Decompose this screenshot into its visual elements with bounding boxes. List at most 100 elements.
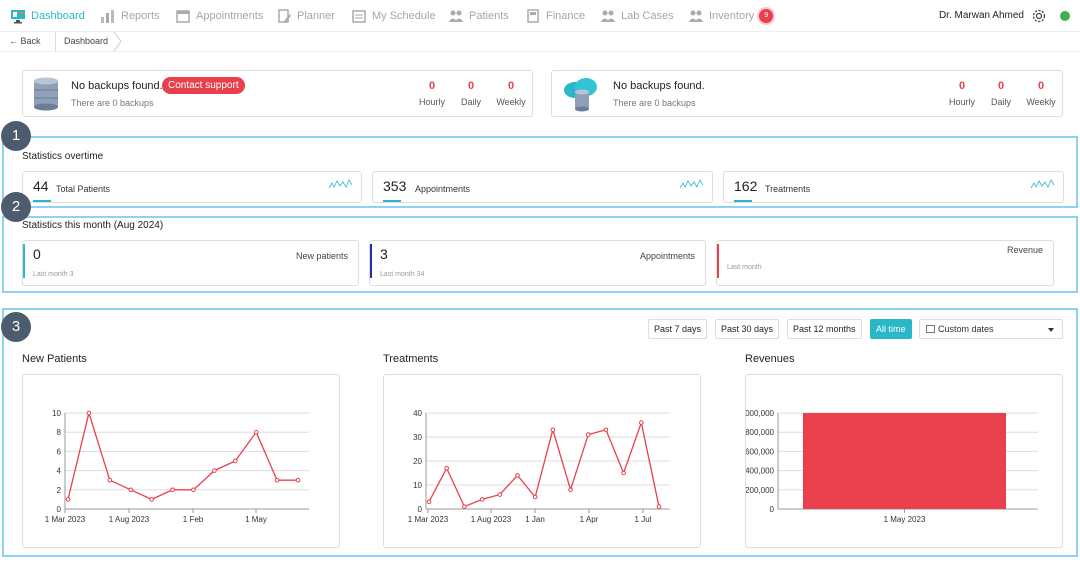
breadcrumb: ← Back Dashboard [0, 32, 1080, 52]
back-button[interactable]: ← Back [9, 36, 41, 46]
y-tick-label: 0 [770, 505, 775, 514]
section-title: Statistics this month (Aug 2024) [22, 220, 164, 231]
data-point [65, 497, 71, 502]
data-point [170, 487, 175, 493]
y-tick-label: 8 [57, 428, 62, 437]
inventory-badge: 9 [759, 9, 774, 23]
stat-underline [383, 200, 401, 202]
nav-item-my-schedule[interactable]: My Schedule [351, 7, 436, 25]
section-marker-3: 3 [1, 312, 31, 342]
custom-dates-dropdown[interactable]: Custom dates [919, 319, 1063, 339]
nav-item-label: Patients [469, 10, 509, 22]
monitor-icon [10, 8, 26, 24]
x-tick-label: 1 Jan [525, 515, 545, 524]
revenues-chart: 0 200,000 400,000 600,000 800,000 1,000,000 1 … [745, 374, 1063, 548]
backup-subtitle: There are 0 backups [613, 98, 696, 108]
stat-value: 3 [380, 246, 388, 262]
new-patients-chart: 0 2 4 6 8 10 1 Mar 2023 1 Aug 2023 1 Feb 1 May [22, 374, 340, 548]
charts-section [2, 308, 1078, 557]
stat-value: 353 [383, 178, 407, 194]
data-point [550, 427, 556, 433]
card-accent-bar [370, 244, 372, 278]
data-point [232, 458, 238, 464]
chart-title-new-patients: New Patients [22, 353, 87, 365]
data-point [253, 429, 259, 435]
y-tick-label: 600,000 [746, 447, 775, 456]
hourly-count: 0 Hourly [418, 80, 445, 107]
filter-past-7-days-button[interactable]: Past 7 days [648, 319, 708, 339]
x-tick-label: 1 May 2023 [884, 515, 926, 524]
nav-item-label: My Schedule [372, 10, 436, 22]
nav-item-planner[interactable]: Planner [276, 7, 335, 25]
planner-icon [276, 8, 292, 24]
gear-icon[interactable] [1031, 8, 1047, 24]
nav-item-patients[interactable]: Patients [448, 7, 509, 25]
data-point [107, 477, 113, 483]
section-marker-1: 1 [1, 121, 31, 151]
data-point [639, 420, 644, 425]
series-line [428, 420, 660, 508]
card-accent-bar [23, 244, 25, 278]
month-card-revenue: Revenue Last month [716, 240, 1054, 286]
data-point [426, 499, 432, 505]
nav-item-label: Dashboard [31, 10, 85, 22]
data-point [585, 432, 591, 437]
nav-item-appointments[interactable]: Appointments [175, 7, 263, 25]
y-tick-label: 0 [57, 505, 62, 514]
back-label: Back [20, 36, 41, 46]
statistics-month-section [2, 216, 1078, 293]
y-tick-label: 400,000 [746, 467, 775, 476]
nav-item-inventory[interactable]: Inventory 9 [688, 7, 774, 25]
filter-all-time-button[interactable]: All time [870, 319, 912, 339]
custom-dates-label: Custom dates [938, 324, 994, 334]
nav-item-label: Lab Cases [621, 10, 674, 22]
y-tick-label: 10 [413, 481, 422, 490]
y-tick-label: 40 [413, 409, 422, 418]
y-tick-label: 800,000 [746, 428, 775, 437]
backup-title: No backups found. [71, 80, 163, 92]
top-nav: Dashboard Reports Appointments Planner M… [0, 0, 1080, 32]
stat-label: Total Patients [56, 184, 111, 194]
nav-item-reports[interactable]: Reports [100, 7, 160, 25]
data-point [191, 487, 196, 493]
backup-card-local: No backups found. Contact support There … [22, 70, 533, 117]
y-tick-label: 10 [52, 409, 61, 418]
daily-count: 0 Daily [990, 80, 1011, 107]
nav-item-label: Appointments [196, 10, 264, 22]
y-tick-label: 30 [413, 433, 422, 442]
stat-label: Revenue [1006, 245, 1043, 255]
stat-card-treatments: 162 Treatments [723, 171, 1064, 203]
month-card-new-patients: 0 New patients Last month 3 [22, 240, 359, 286]
treatments-chart: 0 10 20 30 40 1 Mar 2023 1 Aug 2023 1 Jan 1 Apr 1… [383, 374, 701, 548]
chart-title-treatments: Treatments [383, 353, 439, 365]
users-icon [688, 8, 704, 24]
series-line [67, 410, 298, 501]
nav-item-label: Inventory [709, 10, 755, 22]
new-patients-chart-svg: 0 2 4 6 8 10 1 Mar 2023 1 Aug 2023 1 Feb 1 May [45, 409, 309, 524]
data-point [444, 465, 449, 471]
y-tick-label: 200,000 [746, 486, 775, 495]
data-point [86, 410, 92, 416]
data-point [274, 477, 280, 483]
user-name[interactable]: Dr. Marwan Ahmed [938, 10, 1024, 21]
sparkline-icon [1031, 179, 1055, 189]
stat-label: New patients [295, 251, 348, 261]
data-point [149, 497, 154, 502]
stat-card-appointments: 353 Appointments [372, 171, 713, 203]
filter-past-12-months-button[interactable]: Past 12 months [787, 319, 862, 339]
data-point [568, 487, 573, 493]
section-title: Statistics overtime [22, 151, 104, 162]
data-point [603, 427, 609, 433]
breadcrumb-chevron-icon [113, 32, 122, 51]
filter-past-30-days-button[interactable]: Past 30 days [715, 319, 780, 339]
nav-item-lab-cases[interactable]: Lab Cases [600, 7, 674, 25]
contact-support-button[interactable]: Contact support [162, 77, 245, 94]
cloud-database-icon [561, 76, 601, 112]
schedule-icon [351, 8, 367, 24]
x-tick-label: 1 Mar 2023 [45, 515, 86, 524]
nav-item-dashboard[interactable]: Dashboard [10, 7, 85, 25]
calendar-icon [926, 325, 935, 333]
nav-item-finance[interactable]: Finance [525, 7, 585, 25]
stat-card-total-patients: 44 Total Patients [22, 171, 362, 203]
